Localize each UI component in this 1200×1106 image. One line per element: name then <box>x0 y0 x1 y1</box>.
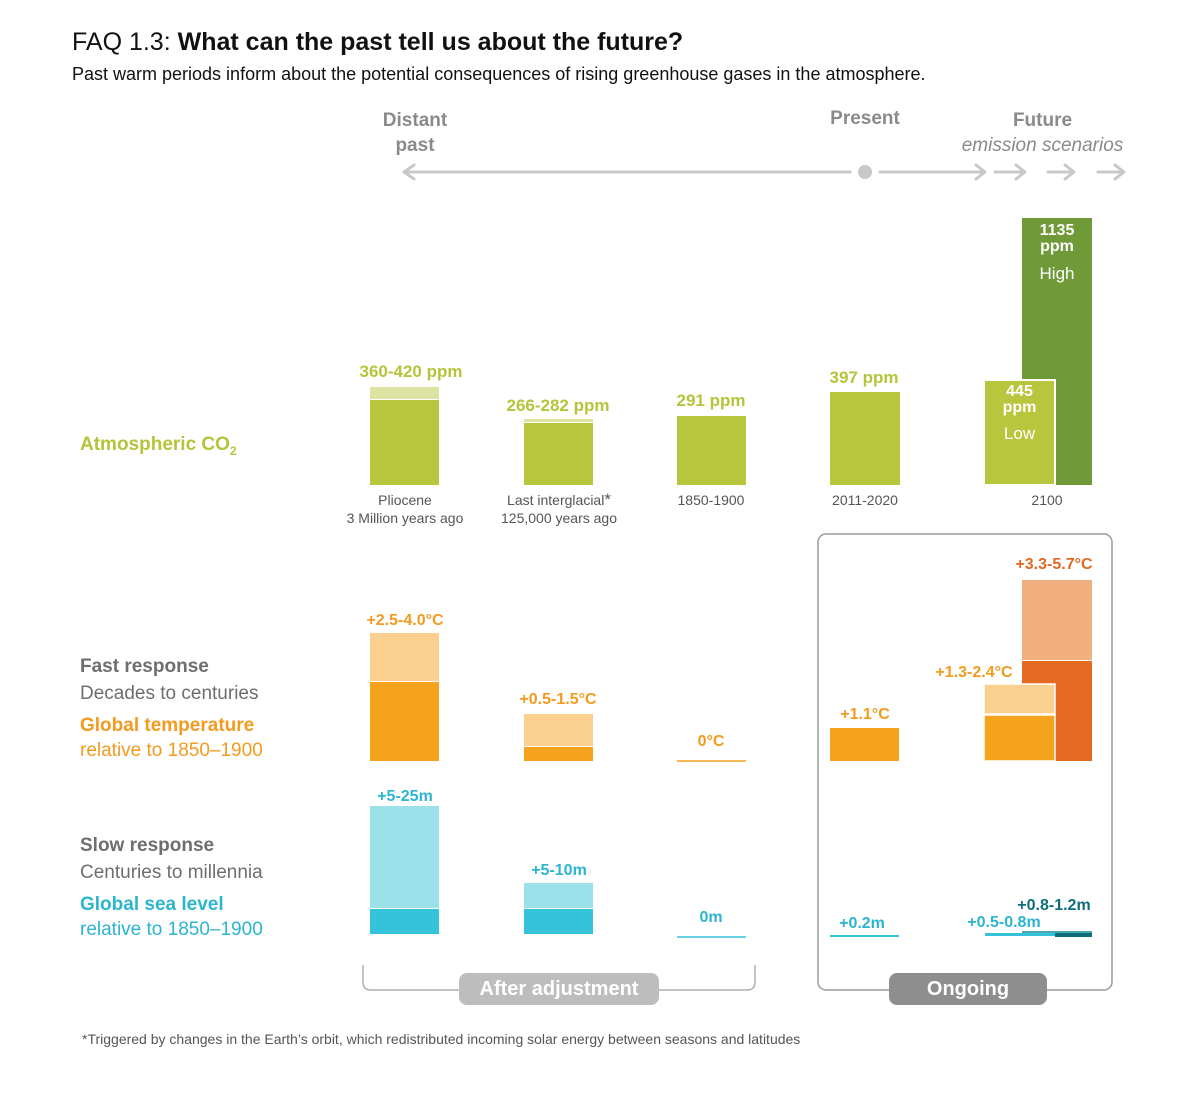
future-sub-label: emission scenarios <box>961 135 1124 156</box>
period-2100: 2100 <box>1031 492 1063 508</box>
sea-label-high: +0.8-1.2m <box>1017 897 1091 914</box>
temp-bar-low <box>983 714 1056 762</box>
timeline-arrow <box>402 163 1126 181</box>
period-interglacial: Last interglacial* 125,000 years ago <box>474 491 644 527</box>
sea-bar-interglacial-range <box>524 883 593 908</box>
sea-bar-present <box>830 935 899 937</box>
co2-bar-present <box>830 392 900 485</box>
timeline-future: Future emission scenarios <box>950 108 1135 158</box>
co2-label-low-name: Low <box>1003 424 1036 443</box>
sea-label-low: +0.5-0.8m <box>967 914 1041 931</box>
temp-bar-interglacial-range <box>524 714 593 746</box>
co2-high-value: 1135 <box>1039 222 1075 239</box>
period-present: 2011-2020 <box>832 492 898 508</box>
temp-label-interglacial: +0.5-1.5°C <box>519 691 597 708</box>
temperature-subtitle: relative to 1850–1900 <box>80 740 263 761</box>
row-label-co2: Atmospheric CO2 <box>80 434 237 458</box>
sea-bar-high <box>1055 933 1092 937</box>
co2-high-unit: ppm <box>1040 238 1074 255</box>
co2-label-subscript: 2 <box>229 443 237 458</box>
co2-label-preindustrial: 291 ppm <box>676 391 746 410</box>
co2-low-value: 445 <box>1006 383 1033 400</box>
footnote: *Triggered by changes in the Earth’s orb… <box>82 1031 801 1047</box>
co2-label-interglacial: 266-282 ppm <box>506 396 610 415</box>
co2-label-text: Atmospheric CO <box>80 434 230 455</box>
ongoing-pill: Ongoing <box>889 973 1047 1005</box>
co2-bar-preindustrial <box>677 416 746 485</box>
sea-level-subtitle: relative to 1850–1900 <box>80 919 263 940</box>
temp-label-preindustrial: 0°C <box>697 733 725 750</box>
co2-label-high: 1135 ppm <box>1022 223 1092 255</box>
fast-response-title: Fast response <box>80 656 209 677</box>
sea-bar-high-range <box>1022 931 1092 933</box>
slow-response-title: Slow response <box>80 835 215 856</box>
period-pliocene-age: 3 Million years ago <box>346 510 464 526</box>
page-subtitle: Past warm periods inform about the poten… <box>72 64 926 84</box>
temp-bar-pliocene <box>370 682 439 761</box>
period-pliocene: Pliocene 3 Million years ago <box>320 491 490 527</box>
period-pliocene-name: Pliocene <box>378 492 432 508</box>
sea-level-title: Global sea level <box>80 894 224 915</box>
slow-response-subtitle: Centuries to millennia <box>80 862 263 883</box>
period-interglacial-footnote-mark: * <box>604 490 611 509</box>
temp-bar-interglacial <box>524 747 593 761</box>
co2-label-high-name: High <box>1039 264 1075 283</box>
distant-past-line1: Distant <box>382 110 448 131</box>
sea-bar-low <box>985 933 1055 936</box>
co2-label-pliocene: 360-420 ppm <box>359 362 463 381</box>
faq-number: FAQ 1.3: <box>72 28 171 56</box>
temp-bar-low-range <box>983 683 1056 715</box>
co2-bar-interglacial-range <box>524 419 593 422</box>
temp-bar-pliocene-range <box>370 633 439 681</box>
page-title: FAQ 1.3: What can the past tell us about… <box>72 28 683 57</box>
distant-past-line2: past <box>395 135 435 156</box>
co2-low-unit: ppm <box>1002 399 1037 416</box>
after-adjustment-pill: After adjustment <box>459 973 659 1005</box>
future-label: Future <box>1012 110 1073 131</box>
co2-label-low: 445 ppm <box>984 384 1055 416</box>
sea-label-preindustrial: 0m <box>699 909 723 926</box>
present-marker <box>858 165 872 179</box>
co2-label-present: 397 ppm <box>829 368 899 387</box>
temp-bar-high-range <box>1022 580 1092 660</box>
fast-response-subtitle: Decades to centuries <box>80 683 259 704</box>
co2-bar-pliocene-range <box>370 387 439 399</box>
sea-label-present: +0.2m <box>839 915 885 932</box>
timeline-distant-past: Distant past <box>370 108 460 158</box>
co2-bar-2100-low <box>983 379 1056 486</box>
sea-bar-interglacial <box>524 909 593 934</box>
sea-bar-pliocene-range <box>370 806 439 908</box>
sea-label-interglacial: +5-10m <box>531 862 587 879</box>
temp-label-high: +3.3-5.7°C <box>1015 556 1093 573</box>
sea-label-pliocene: +5-25m <box>377 788 433 805</box>
temperature-title: Global temperature <box>80 715 255 736</box>
temp-label-low: +1.3-2.4°C <box>935 664 1013 681</box>
timeline-present: Present <box>830 108 900 129</box>
temp-label-present: +1.1°C <box>840 706 890 723</box>
period-interglacial-name: Last interglacial <box>507 492 605 508</box>
sea-bar-pliocene <box>370 909 439 934</box>
period-interglacial-age: 125,000 years ago <box>501 510 617 526</box>
faq-question: What can the past tell us about the futu… <box>177 28 684 56</box>
temp-bar-present <box>830 728 899 761</box>
co2-bar-pliocene <box>370 400 439 485</box>
period-preindustrial: 1850-1900 <box>677 492 745 508</box>
co2-bar-interglacial <box>524 423 593 485</box>
temp-label-pliocene: +2.5-4.0°C <box>366 612 444 629</box>
